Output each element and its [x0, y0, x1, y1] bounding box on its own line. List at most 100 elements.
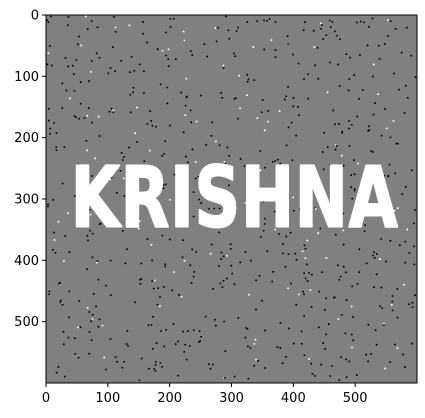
- noise-pixel: [353, 159, 355, 161]
- noise-pixel: [318, 326, 320, 329]
- noise-pixel: [403, 112, 406, 114]
- noise-pixel: [91, 232, 94, 235]
- noise-pixel: [112, 111, 115, 113]
- noise-pixel: [226, 146, 229, 149]
- noise-pixel: [124, 262, 127, 265]
- noise-pixel: [314, 375, 316, 377]
- noise-pixel: [53, 231, 55, 234]
- noise-pixel: [263, 48, 265, 51]
- noise-pixel: [209, 252, 212, 255]
- noise-pixel: [256, 20, 258, 22]
- noise-pixel: [290, 121, 293, 124]
- noise-pixel: [239, 107, 241, 110]
- noise-pixel: [272, 161, 274, 163]
- noise-pixel: [148, 367, 150, 370]
- noise-pixel: [255, 358, 257, 361]
- noise-pixel: [341, 154, 343, 157]
- noise-pixel: [353, 74, 355, 76]
- noise-pixel: [398, 88, 400, 91]
- noise-pixel: [271, 280, 273, 283]
- noise-pixel: [47, 205, 49, 208]
- noise-pixel: [239, 158, 242, 160]
- noise-pixel: [287, 86, 289, 88]
- noise-pixel: [61, 182, 64, 185]
- noise-pixel: [67, 212, 69, 214]
- noise-pixel: [128, 191, 131, 194]
- noise-pixel: [67, 16, 70, 18]
- noise-pixel: [383, 322, 385, 325]
- noise-pixel: [226, 277, 228, 280]
- noise-pixel: [367, 130, 369, 132]
- noise-pixel: [293, 342, 295, 345]
- noise-pixel: [129, 71, 131, 73]
- noise-pixel: [288, 327, 290, 330]
- noise-pixel: [363, 230, 366, 232]
- noise-pixel: [246, 21, 249, 23]
- noise-pixel: [228, 37, 231, 40]
- noise-pixel: [204, 315, 207, 318]
- noise-pixel: [64, 235, 66, 237]
- noise-pixel: [373, 251, 375, 253]
- noise-pixel: [373, 286, 375, 288]
- noise-pixel: [116, 192, 118, 194]
- noise-pixel: [58, 282, 60, 285]
- noise-pixel: [64, 375, 66, 378]
- noise-pixel: [65, 89, 68, 92]
- noise-pixel: [351, 197, 354, 200]
- noise-pixel: [129, 93, 132, 96]
- noise-pixel: [311, 273, 313, 276]
- noise-pixel: [366, 44, 369, 47]
- noise-pixel: [293, 209, 295, 212]
- noise-pixel: [353, 173, 356, 176]
- noise-pixel: [244, 336, 247, 339]
- noise-pixel: [377, 93, 379, 95]
- noise-pixel: [358, 248, 361, 251]
- noise-pixel: [108, 110, 111, 113]
- noise-pixel: [335, 234, 337, 236]
- noise-pixel: [368, 129, 371, 131]
- noise-pixel: [345, 299, 348, 301]
- noise-pixel: [72, 64, 74, 67]
- noise-pixel: [287, 253, 290, 255]
- noise-pixel: [334, 123, 336, 126]
- noise-pixel: [222, 280, 225, 282]
- noise-pixel: [253, 365, 255, 367]
- noise-pixel: [200, 202, 202, 204]
- noise-pixel: [114, 31, 117, 33]
- noise-pixel: [223, 320, 225, 323]
- noise-pixel: [73, 73, 75, 75]
- noise-pixel: [140, 357, 143, 360]
- noise-pixel: [233, 98, 236, 100]
- noise-pixel: [312, 30, 315, 32]
- noise-pixel: [182, 186, 185, 189]
- noise-pixel: [363, 21, 365, 24]
- noise-pixel: [235, 97, 237, 99]
- noise-pixel: [285, 194, 287, 196]
- noise-pixel: [309, 289, 312, 291]
- noise-pixel: [291, 159, 294, 162]
- noise-pixel: [283, 173, 286, 175]
- noise-pixel: [68, 316, 70, 319]
- noise-pixel: [149, 110, 151, 112]
- noise-pixel: [298, 293, 300, 296]
- noise-pixel: [304, 21, 306, 23]
- noise-pixel: [222, 67, 225, 69]
- noise-pixel: [48, 119, 50, 122]
- noise-pixel: [380, 134, 383, 137]
- noise-pixel: [302, 29, 305, 31]
- noise-pixel: [194, 161, 197, 163]
- noise-pixel: [203, 43, 206, 45]
- noise-pixel: [77, 356, 80, 359]
- noise-pixel: [165, 54, 167, 57]
- noise-pixel: [402, 353, 404, 356]
- noise-pixel: [47, 21, 50, 23]
- noise-pixel: [388, 163, 391, 166]
- noise-pixel: [214, 27, 217, 29]
- noise-pixel: [126, 330, 129, 332]
- noise-pixel: [78, 300, 81, 302]
- noise-pixel: [303, 354, 306, 357]
- noise-pixel: [189, 50, 192, 52]
- noise-pixel: [138, 379, 141, 382]
- noise-pixel: [387, 35, 389, 37]
